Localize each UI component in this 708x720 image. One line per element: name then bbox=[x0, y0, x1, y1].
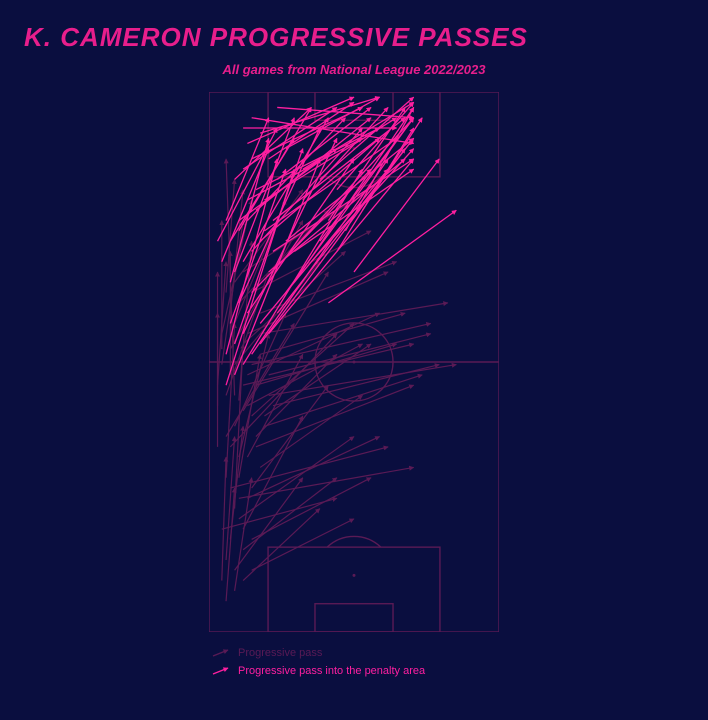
legend-label: Progressive pass into the penalty area bbox=[238, 665, 425, 677]
pitch-svg bbox=[209, 92, 499, 632]
chart-subtitle-text: All games from National League 2022/2023 bbox=[223, 62, 486, 77]
legend-row-progressive: Progressive pass bbox=[212, 647, 322, 659]
legend-label: Progressive pass bbox=[238, 647, 322, 659]
pitch-container bbox=[209, 92, 499, 637]
chart-title-text: K. CAMERON PROGRESSIVE PASSES bbox=[24, 22, 528, 52]
chart-title: K. CAMERON PROGRESSIVE PASSES bbox=[24, 22, 528, 53]
legend-arrow-icon bbox=[212, 648, 230, 658]
legend-arrow-icon bbox=[212, 666, 230, 676]
chart-subtitle: All games from National League 2022/2023 bbox=[0, 62, 708, 77]
legend-row-progressive_penalty: Progressive pass into the penalty area bbox=[212, 665, 425, 677]
